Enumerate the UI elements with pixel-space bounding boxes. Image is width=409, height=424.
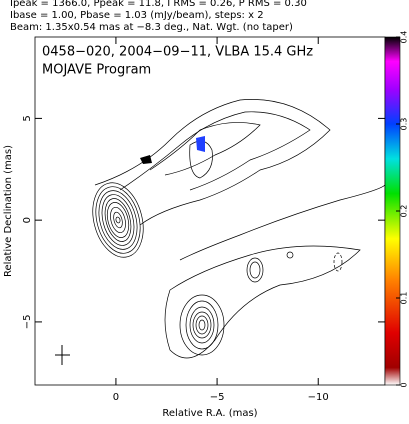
header-line: Beam: 1.35x0.54 mas at −8.3 deg., Nat. W… — [10, 22, 293, 33]
x-axis-label: Relative R.A. (mas) — [162, 408, 257, 419]
x-tick-label: −5 — [210, 392, 225, 403]
colorbar-tick-label: 0.1 — [400, 292, 409, 305]
header-line: Ipeak = 1366.0, Ppeak = 11.8, I RMS = 0.… — [10, 0, 307, 9]
y-axis-label: Relative Declination (mas) — [3, 145, 14, 277]
y-tick-label: −5 — [22, 315, 33, 330]
y-tick-label: 0 — [22, 217, 33, 223]
x-tick-label: 0 — [113, 392, 119, 403]
chart-subtitle: MOJAVE Program — [42, 63, 151, 78]
y-tick-label: 5 — [22, 115, 33, 121]
plot-frame — [34, 36, 386, 386]
colorbar-tick-label: 0.3 — [400, 118, 409, 131]
header-line: Ibase = 1.00, Pbase = 1.03 (mJy/beam), s… — [10, 10, 264, 21]
chart-title: 0458−020, 2004−09−11, VLBA 15.4 GHz — [42, 45, 313, 60]
colorbar-tick-label: 0.4 — [400, 31, 409, 44]
x-tick-label: −10 — [308, 392, 329, 403]
contours — [55, 99, 385, 365]
colorbar-tick-label: 0 — [400, 382, 409, 387]
colorbar-tick-label: 0.2 — [400, 205, 409, 218]
